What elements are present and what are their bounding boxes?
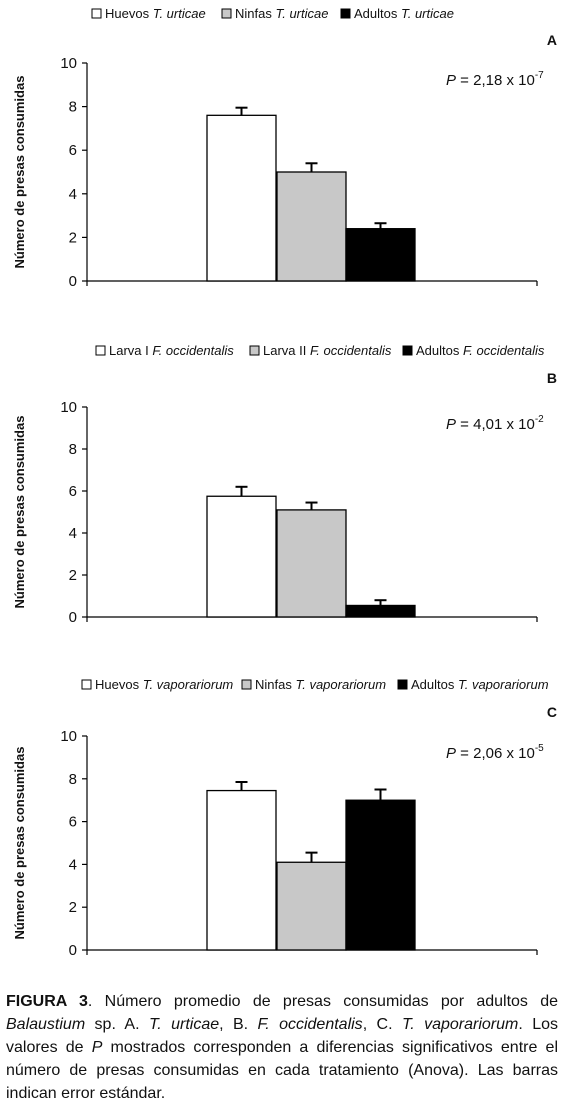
caption-species-b: F. occidentalis xyxy=(257,1016,363,1033)
bar xyxy=(345,799,416,951)
y-tick-label: 8 xyxy=(69,771,77,788)
legend-swatch xyxy=(241,679,252,690)
y-axis-title: Número de presas consumidas xyxy=(12,416,27,609)
bar xyxy=(206,114,277,282)
caption-text: , C. xyxy=(362,1016,402,1033)
legend-label: Ninfas T. vaporariorum xyxy=(255,677,386,692)
y-tick-label: 0 xyxy=(69,273,77,290)
figure-chart-area: Huevos T. urticae Ninfas T. urticae Adulto… xyxy=(12,6,557,959)
y-tick-label: 10 xyxy=(60,728,77,745)
legend-label: Adultos T. urticae xyxy=(354,6,454,21)
caption-text: mostrados corresponden a diferencias sig… xyxy=(6,1039,559,1102)
y-tick-label: 2 xyxy=(69,899,77,916)
legend-swatch xyxy=(397,679,408,690)
y-tick-label: 8 xyxy=(69,441,77,458)
legend-label: Adultos T. vaporariorum xyxy=(411,677,549,692)
chart-panel-c: Huevos T. vaporariorum Ninfas T. vaporari… xyxy=(12,677,557,959)
y-tick-label: 4 xyxy=(69,856,77,873)
figure-caption: FIGURA 3. Número promedio de presas cons… xyxy=(6,990,558,1105)
legend-label: Adultos F. occidentalis xyxy=(416,343,545,358)
bar xyxy=(206,495,277,618)
caption-species-c: T. vaporariorum xyxy=(401,1016,519,1033)
legend-swatch xyxy=(91,8,102,19)
y-tick-label: 8 xyxy=(69,99,77,116)
legend-label: Huevos T. urticae xyxy=(105,6,206,21)
legend-label: Huevos T. vaporariorum xyxy=(95,677,233,692)
legend-swatch xyxy=(221,8,232,19)
y-tick-label: 6 xyxy=(69,142,77,159)
bar xyxy=(345,228,416,282)
caption-text: . Número promedio de presas consumidas p… xyxy=(87,993,558,1010)
p-value-annotation: P = 2,06 x 10-5 xyxy=(446,743,544,762)
legend-label: Larva II F. occidentalis xyxy=(263,343,392,358)
y-tick-label: 6 xyxy=(69,814,77,831)
legend-swatch xyxy=(81,679,92,690)
y-tick-label: 4 xyxy=(69,525,77,542)
panel-label: A xyxy=(547,32,557,48)
legend-swatch xyxy=(402,345,413,356)
legend-swatch xyxy=(95,345,106,356)
y-tick-label: 10 xyxy=(60,55,77,72)
caption-text: . Los valores de xyxy=(6,1016,559,1056)
y-tick-label: 6 xyxy=(69,483,77,500)
bar xyxy=(206,789,277,951)
y-tick-label: 10 xyxy=(60,399,77,416)
y-tick-label: 0 xyxy=(69,609,77,626)
p-value-annotation: P = 4,01 x 10-2 xyxy=(446,414,544,433)
y-tick-label: 4 xyxy=(69,186,77,203)
bar xyxy=(276,171,347,282)
panel-label: C xyxy=(547,704,557,720)
caption-text: , B. xyxy=(219,1016,258,1033)
caption-label: FIGURA 3 xyxy=(6,993,88,1010)
y-axis-title: Número de presas consumidas xyxy=(12,747,27,940)
y-tick-label: 0 xyxy=(69,942,77,959)
bar xyxy=(345,604,416,618)
y-tick-label: 2 xyxy=(69,567,77,584)
chart-panel-b: Larva I F. occidentalis Larva II F. occid… xyxy=(12,343,557,626)
bar xyxy=(276,509,347,618)
y-tick-label: 2 xyxy=(69,229,77,246)
legend-label: Larva I F. occidentalis xyxy=(109,343,234,358)
chart-panel-a: Huevos T. urticae Ninfas T. urticae Adulto… xyxy=(12,6,557,290)
p-value-annotation: P = 2,18 x 10-7 xyxy=(446,70,544,89)
caption-text: sp. A. xyxy=(85,1016,149,1033)
bar xyxy=(276,861,347,951)
caption-p-symbol: P xyxy=(91,1039,103,1056)
y-axis-title: Número de presas consumidas xyxy=(12,76,27,269)
legend-swatch xyxy=(340,8,351,19)
legend-swatch xyxy=(249,345,260,356)
panel-label: B xyxy=(547,370,557,386)
caption-genus: Balaustium xyxy=(6,1016,86,1033)
caption-species-a: T. urticae xyxy=(148,1016,220,1033)
legend-label: Ninfas T. urticae xyxy=(235,6,328,21)
